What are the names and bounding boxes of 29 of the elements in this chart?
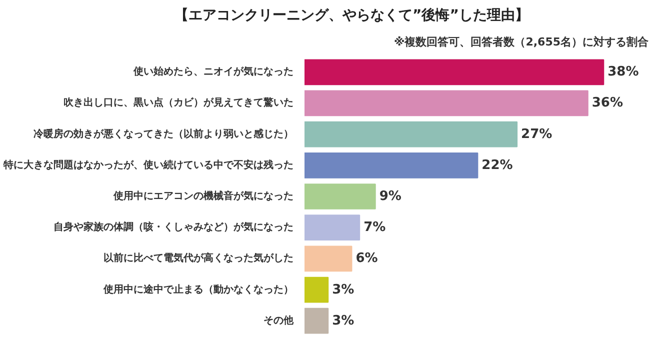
y-tick-label: 以前に比べて電気代が高くなった気がした — [104, 252, 294, 264]
bar — [304, 90, 588, 116]
bar — [304, 246, 352, 272]
bar — [304, 121, 518, 148]
y-tick-label: 使用中にエアコンの機械音が気になった — [112, 190, 294, 202]
chart-title: 【エアコンクリーニング、やらなくて”後悔”した理由】 — [174, 8, 529, 24]
data-label: 36% — [592, 96, 624, 111]
data-label: 7% — [364, 220, 386, 236]
data-label: 22% — [482, 158, 513, 173]
y-tick-label: 冷暖房の効きが悪くなってきた（以前より弱いと感じた） — [34, 128, 294, 140]
y-tick-label: 自身や家族の体調（咳・くしゃみなど）が気になった — [54, 221, 294, 234]
data-label: 9% — [379, 189, 402, 204]
y-tick-label: 使用中に途中で止まる（動かなくなった） — [102, 283, 294, 296]
bar — [304, 276, 329, 303]
bar — [304, 214, 360, 241]
data-label: 3% — [332, 282, 354, 298]
data-label: 3% — [332, 313, 354, 328]
y-tick-label: 吹き出し口に、黒い点（カビ）が見えてきて驚いた — [64, 96, 294, 109]
chart-subtitle: ※複数回答可、回答者数（2,655名）に対する割合 — [394, 36, 650, 48]
bar — [304, 59, 604, 86]
data-label: 27% — [521, 126, 552, 142]
bar — [304, 152, 478, 178]
bar — [304, 308, 329, 334]
data-label: 38% — [608, 64, 639, 80]
y-tick-label: 使い始めたら、ニオイが気になった — [132, 66, 294, 78]
y-tick-label: 特に大きな問題はなかったが、使い続けている中で不安は残った — [2, 158, 294, 171]
bar — [304, 184, 376, 210]
data-label: 6% — [356, 251, 378, 266]
y-tick-label: その他 — [264, 314, 294, 326]
